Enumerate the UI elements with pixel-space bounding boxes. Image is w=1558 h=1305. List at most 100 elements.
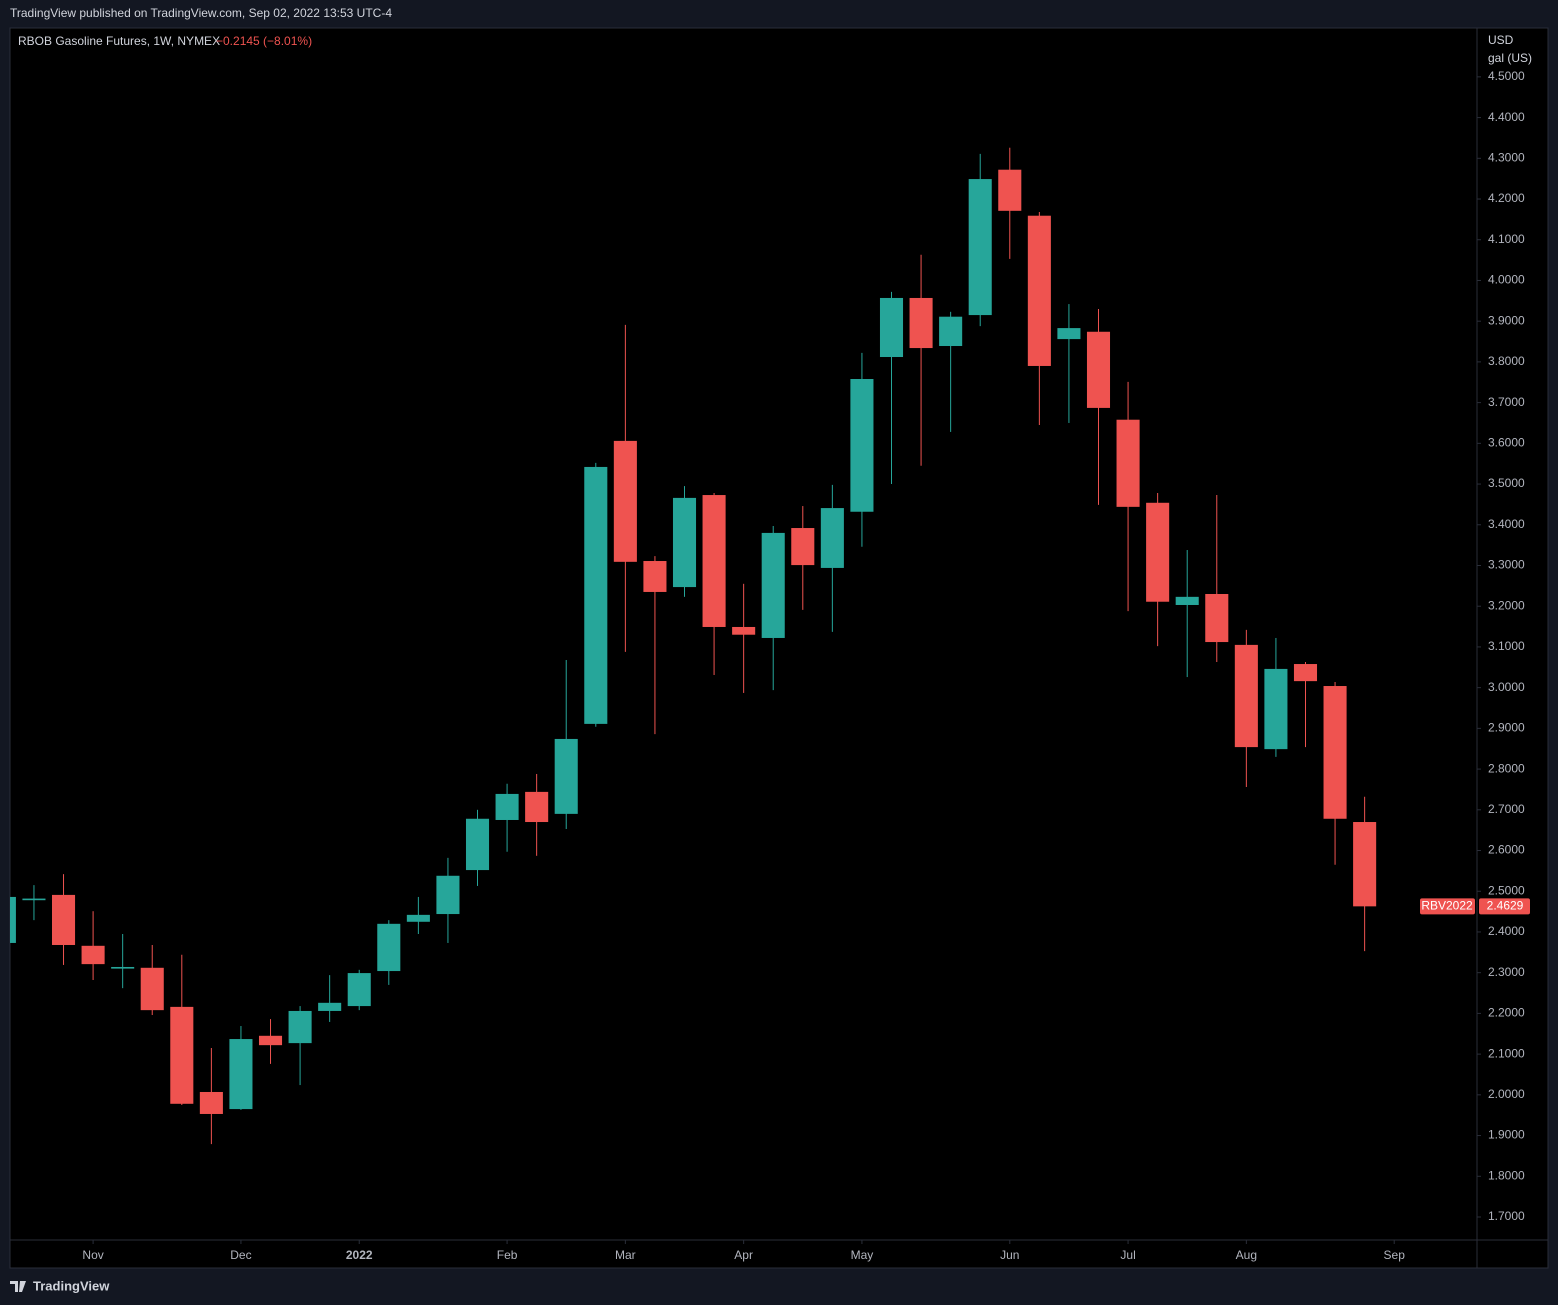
candle-body (436, 875, 460, 915)
candle-body (939, 316, 963, 347)
candle-body (643, 561, 667, 592)
candle-body (791, 528, 815, 566)
candle-body (140, 967, 164, 1011)
y-tick-label: 3.5000 (1488, 476, 1525, 490)
candle-body (613, 440, 637, 562)
y-tick-label: 3.9000 (1488, 313, 1525, 327)
y-tick-label: 3.0000 (1488, 680, 1525, 694)
candle-body (554, 738, 578, 814)
y-tick-label: 3.2000 (1488, 598, 1525, 612)
candle-body (998, 169, 1022, 211)
y-tick-label: 2.6000 (1488, 843, 1525, 857)
y-tick-label: 3.7000 (1488, 395, 1525, 409)
x-tick-label: Jun (1000, 1248, 1019, 1262)
y-tick-label: 3.3000 (1488, 558, 1525, 572)
y-tick-label: 4.4000 (1488, 110, 1525, 124)
chart-title: RBOB Gasoline Futures, 1W, NYMEX (18, 34, 220, 48)
x-tick-label: Aug (1236, 1248, 1257, 1262)
candle-body (258, 1035, 283, 1046)
x-tick-label: Dec (230, 1248, 251, 1262)
candle-body (525, 791, 549, 823)
candle-body (1027, 215, 1051, 366)
y-tick-label: 3.8000 (1488, 354, 1525, 368)
candle-body (909, 297, 933, 349)
candle-body (732, 626, 756, 635)
y-tick-label: 3.6000 (1488, 436, 1525, 450)
x-tick-label: Feb (497, 1248, 518, 1262)
x-tick-label: 2022 (346, 1248, 373, 1262)
x-tick-label: Sep (1384, 1248, 1406, 1262)
plot-area (10, 147, 1377, 1145)
unit: gal (US) (1488, 51, 1532, 65)
candle-body (199, 1091, 223, 1114)
candle-body (672, 497, 697, 588)
candle-body (968, 179, 992, 316)
candle-body (318, 1002, 342, 1011)
candle-body (406, 914, 430, 922)
candle-body (347, 973, 371, 1007)
candle-body (1057, 328, 1081, 340)
y-tick-label: 4.5000 (1488, 69, 1525, 83)
candle-body (1264, 668, 1288, 750)
y-tick-label: 2.7000 (1488, 802, 1525, 816)
candle-body (850, 378, 874, 512)
candle-body (1293, 664, 1318, 682)
candle-body (1353, 822, 1377, 907)
candle-body (761, 532, 785, 638)
price-change: −0.2145 (−8.01%) (216, 34, 312, 48)
x-tick-label: Apr (734, 1248, 753, 1262)
candle-body (879, 297, 904, 358)
y-tick-label: 4.3000 (1488, 150, 1525, 164)
y-tick-label: 2.9000 (1488, 721, 1525, 735)
candle-body (111, 966, 135, 969)
y-tick-label: 2.3000 (1488, 965, 1525, 979)
y-tick-label: 2.8000 (1488, 761, 1525, 775)
y-tick-label: 1.9000 (1488, 1128, 1525, 1142)
candle-body (81, 945, 105, 965)
brand-logo (10, 1281, 26, 1292)
y-tick-label: 2.5000 (1488, 883, 1525, 897)
y-tick-label: 3.4000 (1488, 517, 1525, 531)
y-tick-label: 1.7000 (1488, 1209, 1525, 1223)
candle-body (584, 466, 608, 724)
publish-info: TradingView published on TradingView.com… (10, 6, 392, 20)
candle-body (1146, 502, 1170, 602)
y-tick-label: 2.2000 (1488, 1006, 1525, 1020)
candle-body (820, 508, 844, 568)
candle-body (1205, 593, 1229, 643)
candle-body (495, 793, 519, 820)
x-tick-label: Jul (1120, 1248, 1135, 1262)
x-tick-label: Mar (615, 1248, 636, 1262)
y-tick-label: 3.1000 (1488, 639, 1525, 653)
candle-body (229, 1039, 253, 1110)
y-tick-label: 4.0000 (1488, 273, 1525, 287)
y-tick-label: 4.2000 (1488, 191, 1525, 205)
currency: USD (1488, 33, 1514, 47)
y-tick-label: 2.1000 (1488, 1046, 1525, 1060)
y-tick-label: 4.1000 (1488, 232, 1525, 246)
symbol-label: RBV2022 (1421, 899, 1473, 913)
candle-body (1116, 419, 1140, 507)
y-tick-label: 2.0000 (1488, 1087, 1525, 1101)
price-tag: 2.4629 (1487, 899, 1524, 913)
candle-body (10, 896, 16, 943)
candle-body (702, 495, 726, 627)
candle-body (465, 818, 490, 871)
candle-body (51, 894, 76, 945)
x-tick-label: Nov (82, 1248, 103, 1262)
candle-body (377, 923, 401, 972)
candle-body (1234, 644, 1258, 748)
price-tag-bg (1479, 898, 1530, 915)
candle-body (1323, 686, 1347, 819)
y-tick-label: 2.4000 (1488, 924, 1525, 938)
price-label-bg (1420, 898, 1475, 915)
candle-body (288, 1010, 312, 1044)
y-tick-label: 1.8000 (1488, 1168, 1525, 1182)
chart-frame (9, 27, 1549, 1269)
candle-body (1086, 331, 1111, 408)
x-tick-label: May (851, 1248, 874, 1262)
candle-body (22, 898, 46, 901)
candle-body (170, 1006, 194, 1104)
